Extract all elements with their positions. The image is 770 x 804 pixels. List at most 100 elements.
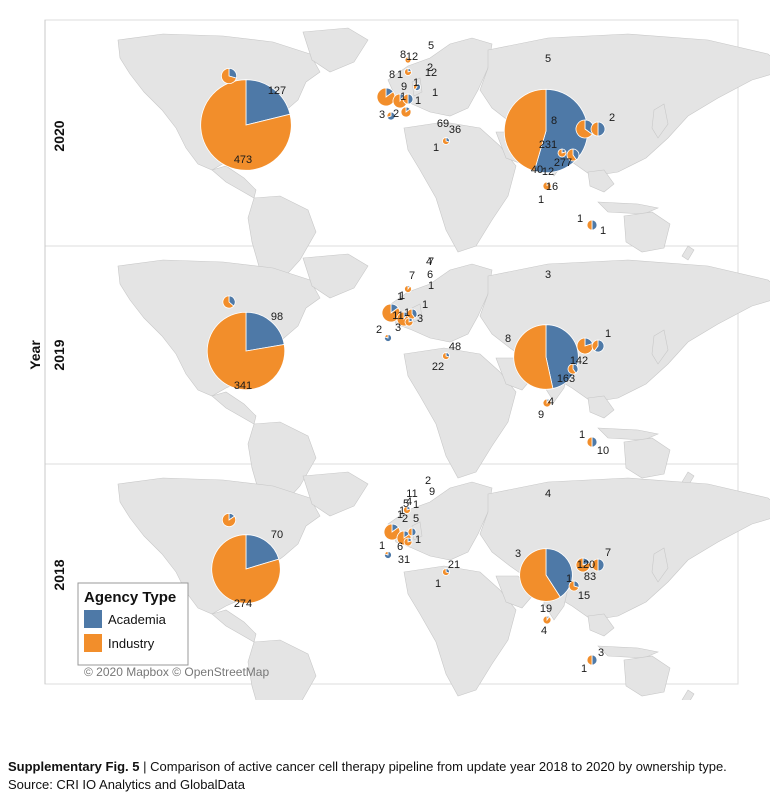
data-label-2020-12: 2 xyxy=(393,108,399,120)
data-label-2018-4: 1 xyxy=(413,499,419,511)
pie-2019-canada-industry xyxy=(222,295,235,309)
data-label-2019-3: 7 xyxy=(409,270,415,282)
dot-2018-11-industry xyxy=(586,654,593,666)
data-label-2018-26: 9 xyxy=(429,486,435,498)
data-label-2018-20: 120 xyxy=(577,559,595,571)
data-label-2020-7: 1 xyxy=(432,87,438,99)
dot-2019-5-industry xyxy=(404,317,414,327)
dot-2018-8-academia xyxy=(597,558,605,572)
data-label-2020-22: 40 xyxy=(531,164,543,176)
data-label-2020-16: 5 xyxy=(545,53,551,65)
dot-2018-10-industry xyxy=(542,615,552,625)
dot-2019-4-industry xyxy=(384,334,389,339)
data-label-2018-17: 7 xyxy=(605,547,611,559)
pie-2020-usa-academia xyxy=(245,79,291,126)
pie-2018-china-industry xyxy=(519,548,561,602)
year-label-2020: 2020 xyxy=(51,120,67,151)
pie-2018-usa-industry xyxy=(211,534,281,604)
dot-2019-1-industry xyxy=(381,303,401,323)
data-label-2020-1: 473 xyxy=(234,154,252,166)
data-label-2018-6: 1 xyxy=(397,509,403,521)
data-label-2019-11: 2 xyxy=(376,324,382,336)
data-label-2019-6: 1 xyxy=(399,290,405,302)
data-label-2020-8: 9 xyxy=(401,81,407,93)
legend-title: Agency Type xyxy=(84,589,176,606)
dot-2020-6-industry xyxy=(442,137,450,145)
dot-2018-0-industry xyxy=(403,506,411,514)
world-map-2019 xyxy=(117,253,770,517)
data-label-2019-8: 11 xyxy=(392,310,403,322)
data-label-2019-23: 10 xyxy=(597,445,609,457)
data-label-2020-23: 16 xyxy=(546,181,558,193)
data-label-2018-1: 274 xyxy=(234,598,252,610)
dot-2019-3-industry xyxy=(406,308,416,320)
data-label-2020-28: 8 xyxy=(400,49,406,61)
data-label-2020-0: 127 xyxy=(268,85,286,97)
dot-2020-7-industry xyxy=(575,119,593,139)
data-label-2018-24: 3 xyxy=(598,647,604,659)
data-label-2019-19: 163 xyxy=(557,373,575,385)
data-label-2020-13: 69 xyxy=(437,118,449,130)
data-label-2019-15: 3 xyxy=(545,269,551,281)
dot-2019-6-industry xyxy=(442,352,450,360)
data-label-2018-13: 21 xyxy=(448,559,460,571)
data-label-2019-5: 1 xyxy=(397,291,403,303)
pie-2020-china-industry xyxy=(503,88,547,172)
pie-2018-canada-industry xyxy=(221,512,237,528)
dot-2018-6-industry xyxy=(442,568,450,576)
data-label-2020-17: 8 xyxy=(551,115,557,127)
dot-2018-3-industry xyxy=(407,527,413,537)
caption-separator: | xyxy=(143,759,147,774)
data-label-2018-23: 4 xyxy=(541,625,547,637)
data-label-2020-26: 1 xyxy=(600,225,606,237)
dot-2020-12-academia xyxy=(591,219,598,231)
data-label-2018-3: 11 xyxy=(406,488,417,500)
dot-2019-8-academia xyxy=(593,339,605,353)
dot-2018-7-industry xyxy=(575,557,591,573)
dot-2019-9-industry xyxy=(567,363,577,375)
dot-2020-12-industry xyxy=(586,219,593,231)
data-label-2019-12: 3 xyxy=(395,322,401,334)
dot-2020-4-industry xyxy=(386,111,392,118)
dot-2018-8-industry xyxy=(591,558,599,572)
data-label-2020-6: 1 xyxy=(413,77,419,89)
data-label-2018-9: 1 xyxy=(379,540,385,552)
data-label-2020-10: 1 xyxy=(415,95,421,107)
data-label-2019-20: 4 xyxy=(548,396,554,408)
data-label-2020-2: 5 xyxy=(428,40,434,52)
data-label-2019-25: 7 xyxy=(428,256,434,268)
data-label-2020-21: 12 xyxy=(542,166,554,178)
figure-caption: Supplementary Fig. 5 | Comparison of act… xyxy=(8,758,764,794)
dot-2018-5-industry xyxy=(403,537,413,547)
data-label-2019-22: 1 xyxy=(579,429,585,441)
data-label-2018-21: 15 xyxy=(578,590,590,602)
dot-2020-14-industry xyxy=(413,83,418,91)
data-label-2020-24: 1 xyxy=(538,194,544,206)
data-label-2020-27: 12 xyxy=(425,67,437,79)
data-label-2018-10: 6 xyxy=(397,541,403,553)
data-label-2019-16: 8 xyxy=(505,333,511,345)
dot-2020-5-industry xyxy=(400,106,412,118)
dot-2020-8-academia xyxy=(597,121,606,137)
data-label-2019-9: 1 xyxy=(404,307,410,319)
data-label-2018-18: 1 xyxy=(566,573,572,585)
dot-2019-8-industry xyxy=(591,339,599,352)
data-label-2020-15: 1 xyxy=(433,142,439,154)
dot-2020-3-industry xyxy=(402,93,409,105)
data-label-2020-3: 12 xyxy=(406,51,418,63)
data-label-2019-7: 1 xyxy=(422,299,428,311)
data-label-2019-14: 22 xyxy=(432,361,444,373)
dot-2019-11-industry xyxy=(586,436,593,448)
data-label-2020-25: 1 xyxy=(577,213,583,225)
legend: Agency Type Academia Industry xyxy=(77,582,189,666)
legend-label-industry: Industry xyxy=(108,636,155,651)
data-label-2020-4: 2 xyxy=(427,62,433,74)
data-label-2018-28: 5 xyxy=(403,498,409,510)
y-axis-title: Year xyxy=(27,340,43,370)
data-label-2019-13: 48 xyxy=(449,341,461,353)
dot-2020-13-industry xyxy=(404,56,412,64)
dot-2020-8-industry xyxy=(590,121,599,137)
data-label-2020-18: 2 xyxy=(609,112,615,124)
map-attribution: © 2020 Mapbox © OpenStreetMap xyxy=(84,665,269,679)
